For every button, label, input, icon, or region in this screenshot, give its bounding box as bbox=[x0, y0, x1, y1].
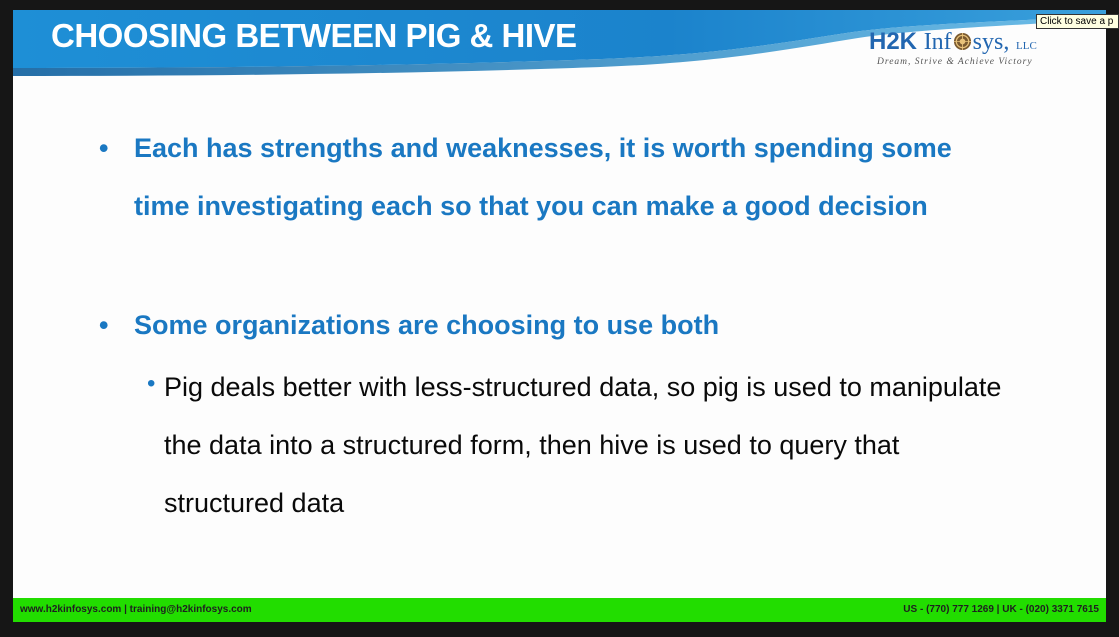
logo-part-inf: Inf bbox=[923, 29, 952, 55]
bullet-item: • Each has strengths and weaknesses, it … bbox=[99, 119, 999, 295]
logo-part-sys: sys, bbox=[972, 29, 1010, 55]
save-tooltip: Click to save a p bbox=[1036, 14, 1119, 29]
logo-wordmark: H2K Inf sys, LLC bbox=[869, 28, 1037, 60]
sub-bullet-item: • Pig deals better with less-structured … bbox=[147, 358, 1027, 534]
bullet-item: • Some organizations are choosing to use… bbox=[99, 296, 999, 356]
bullet-text: Some organizations are choosing to use b… bbox=[134, 310, 720, 340]
bullet-marker: • bbox=[99, 310, 109, 340]
slide[interactable]: CHOOSING BETWEEN PIG & HIVE H2K Inf sys,… bbox=[13, 10, 1106, 622]
footer-bar: www.h2kinfosys.com | training@h2kinfosys… bbox=[13, 598, 1106, 622]
header-banner bbox=[13, 10, 1106, 76]
logo-suffix: LLC bbox=[1016, 40, 1037, 52]
globe-icon bbox=[953, 32, 971, 51]
sub-bullet-text: Pig deals better with less-structured da… bbox=[164, 372, 1002, 518]
bullet-marker: • bbox=[99, 133, 109, 163]
footer-contact-web-email: www.h2kinfosys.com | training@h2kinfosys… bbox=[20, 604, 252, 615]
company-logo: H2K Inf sys, LLC Dream, Strive & Achieve… bbox=[869, 28, 1069, 78]
logo-part-h2k: H2K bbox=[869, 28, 918, 55]
slide-title: CHOOSING BETWEEN PIG & HIVE bbox=[51, 17, 577, 54]
sub-bullet-marker: • bbox=[147, 370, 156, 397]
footer-contact-phones: US - (770) 777 1269 | UK - (020) 3371 76… bbox=[903, 604, 1099, 615]
bullet-text: Each has strengths and weaknesses, it is… bbox=[134, 133, 952, 221]
logo-tagline: Dream, Strive & Achieve Victory bbox=[877, 57, 1033, 67]
